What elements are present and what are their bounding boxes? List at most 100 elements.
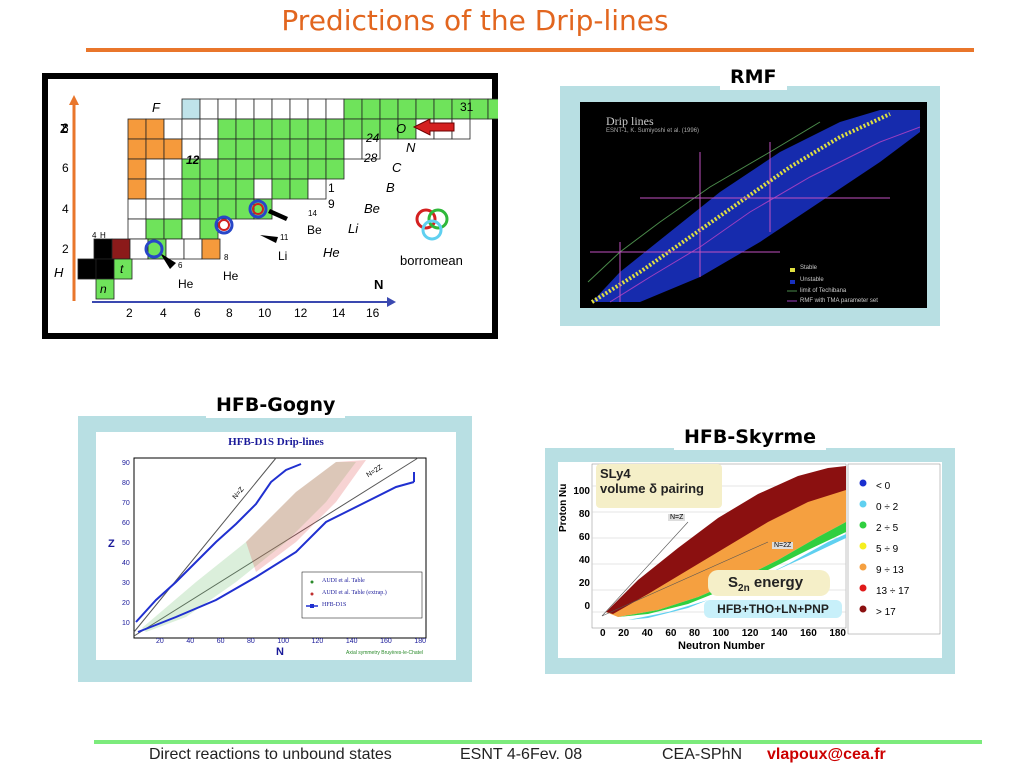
nuclide-cell <box>127 218 147 240</box>
nucleus-label: 6 <box>178 261 183 270</box>
skyrme-legend-dot <box>859 563 867 571</box>
nuclide-cell <box>289 138 309 160</box>
element-label-n: N <box>406 140 416 155</box>
nuclide-cell <box>217 118 237 140</box>
nuclide-cell <box>113 258 133 280</box>
gogny-plot-svg <box>133 457 427 639</box>
rmf-label: RMF <box>720 64 787 90</box>
nuclide-cell <box>163 158 183 180</box>
gogny-footnote: Axial symmetry Bruyères-le-Chatel <box>346 650 423 656</box>
nuclide-cell <box>199 138 219 160</box>
nuclide-cell <box>201 238 221 260</box>
pairing-label: volume δ pairing <box>600 481 704 496</box>
nuclide-cell <box>181 198 201 220</box>
gogny-legend-item: HFB-D1S <box>322 602 347 608</box>
footer-event: ESNT 4-6Fev. 08 <box>460 746 583 763</box>
footer-topic: Direct reactions to unbound states <box>149 746 392 763</box>
nuclide-cell <box>199 178 219 200</box>
nuclide-cell <box>181 98 201 120</box>
element-label-o: O <box>396 121 407 136</box>
oxygen-arrow-icon <box>412 118 455 136</box>
nuclide-cell <box>145 158 165 180</box>
nucleus-label: 12 <box>186 153 200 167</box>
footer-email[interactable]: vlapoux@cea.fr <box>767 746 886 763</box>
nucleus-label: 4 <box>92 231 97 240</box>
nuclide-cell <box>361 98 381 120</box>
nucleus-label: H <box>100 231 106 240</box>
nuclide-cell <box>307 118 327 140</box>
rmf-plot-svg <box>580 102 927 308</box>
nuclide-cell <box>77 258 97 280</box>
skyrme-legend-item: 0 ÷ 2 <box>876 502 899 513</box>
gogny-ylabel: Z <box>108 538 115 550</box>
nuclide-cell <box>127 178 147 200</box>
z-tick: 2 <box>62 242 69 256</box>
gogny-y-ticks: 90 80 70 60 50 40 30 20 10 <box>122 460 130 627</box>
skyrme-plot: SLy4 volume δ pairing S2n energy HFB+THO… <box>558 462 942 658</box>
nuclide-cell <box>145 138 165 160</box>
nuclide-cell <box>145 198 165 220</box>
rmf-legend-item: Unstable <box>800 277 824 283</box>
skyrme-y-ticks: 100 80 60 40 20 0 <box>573 486 590 612</box>
nuclide-cell <box>289 118 309 140</box>
nucleus-label: 14 <box>308 209 317 218</box>
nucleus-label: 24 <box>366 131 380 145</box>
skyrme-legend-item: < 0 <box>876 481 891 492</box>
nuclide-cell <box>289 158 309 180</box>
nuclide-cell <box>343 118 363 140</box>
nuclide-cell <box>253 98 273 120</box>
nuclide-cell <box>163 138 183 160</box>
rmf-legend-item: RMF with TMA parameter set <box>800 298 878 304</box>
s2n-energy-label: S2n energy <box>708 570 830 596</box>
nuclide-cell <box>217 158 237 180</box>
n-tick: 12 <box>294 306 308 320</box>
gogny-legend-item: AUDI et al. Table <box>322 578 365 584</box>
gogny-legend-item: AUDI et al. Table (extrap.) <box>322 590 387 596</box>
skyrme-legend-item: > 17 <box>876 607 896 618</box>
n-tick: 16 <box>366 306 380 320</box>
nuclide-cell <box>181 118 201 140</box>
skyrme-line-label: N=2Z <box>772 542 794 549</box>
nuclide-cell <box>235 98 255 120</box>
nuclide-cell <box>415 98 435 120</box>
nucleus-label: Li <box>278 249 288 263</box>
element-label-n-neutron: n <box>100 282 107 296</box>
nuclide-cell <box>307 158 327 180</box>
nuclide-cell <box>343 98 363 120</box>
element-label-li: Li <box>348 221 359 236</box>
nuclide-cell <box>271 98 291 120</box>
nuclide-cell <box>253 118 273 140</box>
gogny-label: HFB-Gogny <box>206 392 346 418</box>
skyrme-xlabel: Neutron Number <box>678 640 765 652</box>
n-axis-label: N <box>374 277 384 292</box>
element-label-f: F <box>152 100 160 115</box>
nuclide-cell <box>325 118 345 140</box>
nuclide-cell <box>307 98 327 120</box>
nuclide-cell <box>271 178 291 200</box>
gogny-xlabel: N <box>276 646 284 658</box>
element-label-he: He <box>323 245 340 260</box>
skyrme-legend-dot <box>859 500 867 508</box>
nuclide-cell <box>217 98 237 120</box>
nuclide-cell <box>271 158 291 180</box>
nuclide-cell <box>95 258 115 280</box>
nucleus-label: He <box>223 269 239 283</box>
skyrme-legend-item: 2 ÷ 5 <box>876 523 899 534</box>
nuclide-cell <box>163 218 183 240</box>
rmf-plot: Drip lines ESNT-1, K. Sumiyoshi et al. (… <box>580 102 927 308</box>
nuclide-cell <box>217 178 237 200</box>
nuclide-cell <box>451 118 471 140</box>
nuclide-cell <box>127 118 147 140</box>
nuclide-cell <box>93 238 113 260</box>
z-tick: 4 <box>62 202 69 216</box>
rmf-plot-title: Drip lines <box>606 114 654 128</box>
sly4-box: SLy4 volume δ pairing <box>596 464 722 508</box>
nuclide-cell <box>253 138 273 160</box>
skyrme-legend-dot <box>859 584 867 592</box>
nuclide-cell <box>127 158 147 180</box>
nuclide-cell <box>271 118 291 140</box>
element-label-c: C <box>392 160 402 175</box>
rmf-legend-item: limit of Techibana <box>800 288 847 294</box>
skyrme-line-label: N=Z <box>668 514 686 521</box>
nucleus-label: Be <box>307 223 322 237</box>
